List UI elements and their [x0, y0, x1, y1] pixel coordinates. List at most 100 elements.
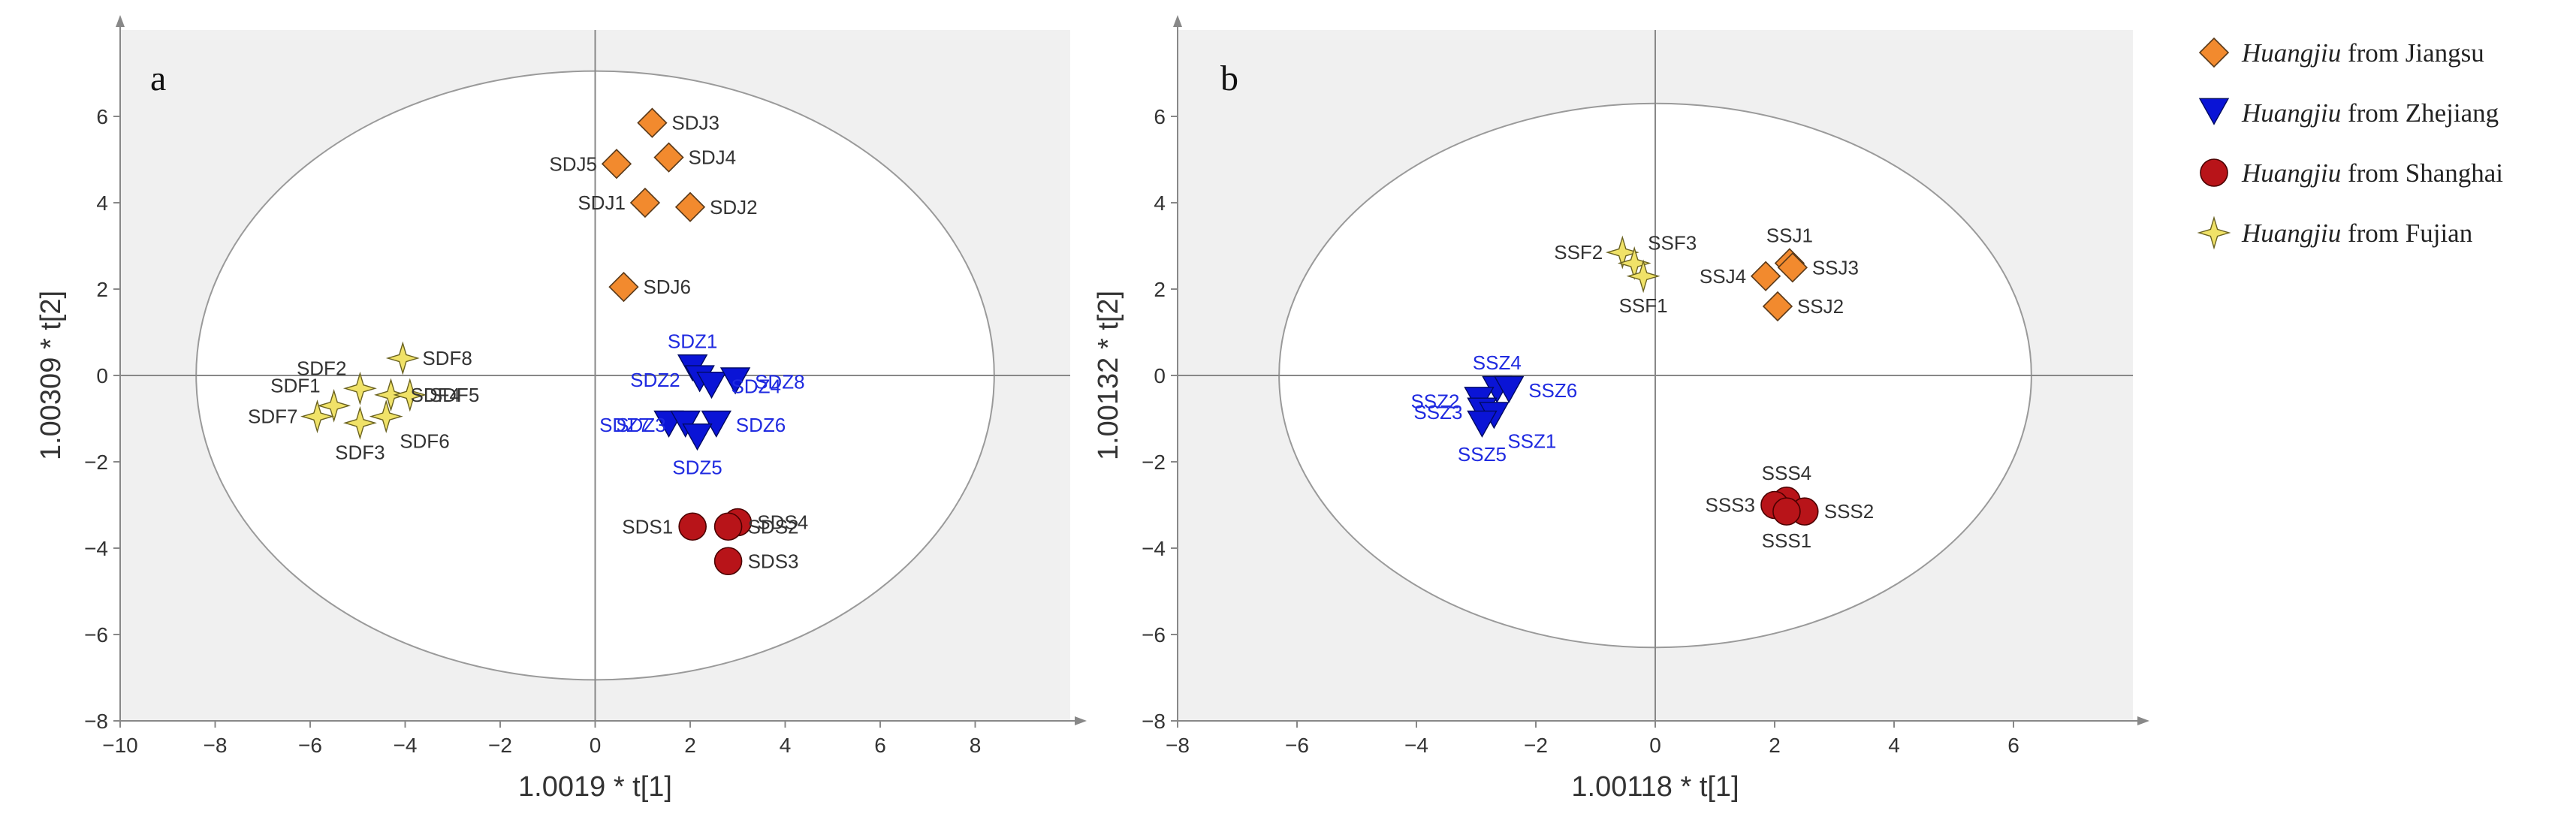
- label-sdj4: SDJ4: [689, 146, 737, 169]
- point-sdf3: [342, 405, 377, 440]
- panel-b-x-axis-title: 1.00118 * t[1]: [1571, 771, 1739, 803]
- panel-b-xtick-label: −4: [1404, 734, 1428, 757]
- label-sdz5: SDZ5: [672, 456, 722, 478]
- panel-a-ytick-label: 4: [96, 191, 108, 215]
- panel-a-ytick-label: −2: [84, 451, 108, 474]
- point-sdf6: [369, 399, 403, 434]
- label-ssj3: SSJ3: [1812, 256, 1859, 279]
- legend-jiangsu-marker: [2198, 37, 2230, 68]
- panel-b-ytick-label: −8: [1142, 710, 1166, 733]
- point-ssz5: [1467, 410, 1498, 438]
- label-ssj1: SSJ1: [1766, 225, 1813, 247]
- label-sdf6: SDF6: [400, 430, 449, 453]
- label-sdj3: SDJ3: [671, 112, 719, 134]
- legend: Huangjiu from Jiangsu Huangjiu from Zheji…: [2197, 37, 2503, 250]
- panel-a-xtick-label: −2: [488, 734, 512, 757]
- point-sdj5: [601, 149, 632, 179]
- label-ssj2: SSJ2: [1797, 295, 1844, 318]
- legend-fujian-label: Huangjiu from Fujian: [2241, 219, 2472, 248]
- panel-b-ytick-label: 6: [1154, 105, 1166, 128]
- point-sdf7: [300, 399, 334, 434]
- point-ssz6: [1494, 375, 1525, 403]
- panel-b-xtick-label: 4: [1888, 734, 1900, 757]
- legend-jiangsu-label: Huangjiu from Jiangsu: [2241, 38, 2484, 68]
- point-sdf5: [393, 378, 427, 412]
- panel-b-ytick-label: 4: [1154, 191, 1166, 215]
- point-sdf4: [374, 378, 408, 412]
- label-sss1: SSS1: [1762, 529, 1812, 552]
- panel-b-letter: b: [1220, 59, 1238, 98]
- panel-b-ytick-label: −2: [1142, 451, 1166, 474]
- panel-b-xtick-label: −6: [1285, 734, 1309, 757]
- panel-a-ytick-label: −6: [84, 623, 108, 647]
- panel-a-xtick-label: 0: [590, 734, 602, 757]
- panel-b-xtick-label: 6: [2007, 734, 2019, 757]
- point-sdz4: [696, 371, 727, 399]
- point-ssj3: [1777, 252, 1808, 283]
- label-sdz3: SDZ3: [616, 414, 665, 436]
- panel-a-x-axis-title: 1.0019 * t[1]: [518, 771, 672, 803]
- label-sds4: SDS4: [757, 511, 808, 534]
- panel-b-xtick-label: −8: [1166, 734, 1190, 757]
- point-ssj2: [1762, 291, 1793, 322]
- panel-b-xtick-label: 0: [1649, 734, 1661, 757]
- legend-rest-text: from Fujian: [2341, 219, 2472, 248]
- point-sdj6: [608, 271, 639, 303]
- panel-a-xtick-label: 2: [684, 734, 696, 757]
- panel-b-xtick-label: 2: [1769, 734, 1781, 757]
- panel-a-xtick-label: −6: [298, 734, 322, 757]
- panel-b-ytick-label: −6: [1142, 623, 1166, 647]
- label-sdj6: SDJ6: [643, 276, 691, 298]
- label-sdf1: SDF1: [270, 374, 320, 396]
- panel-a-y-axis-title: 1.00309 * t[2]: [35, 291, 67, 460]
- panel-a-ytick-label: 6: [96, 105, 108, 128]
- label-sdf7: SDF7: [248, 405, 297, 428]
- panel-a-ytick-label: −4: [84, 537, 108, 560]
- label-sdf8: SDF8: [422, 347, 472, 369]
- label-ssz2: SSZ2: [1410, 390, 1459, 413]
- panel-a-xtick-label: −10: [102, 734, 138, 757]
- panel-a-xtick-label: −4: [394, 734, 418, 757]
- point-sds2: [713, 512, 743, 541]
- point-sdj4: [653, 142, 684, 173]
- legend-shanghai-label: Huangjiu from Shanghai: [2241, 158, 2503, 188]
- panel-a-xtick-label: 4: [780, 734, 792, 757]
- label-ssf3: SSF3: [1648, 232, 1697, 255]
- legend-zhejiang-marker: [2198, 98, 2230, 125]
- label-sss3: SSS3: [1706, 494, 1756, 517]
- label-sdj2: SDJ2: [710, 196, 758, 219]
- point-sdz8: [719, 367, 751, 395]
- point-sdj1: [629, 187, 661, 219]
- label-sdz2: SDZ2: [630, 369, 680, 391]
- legend-rest-text: from Shanghai: [2341, 158, 2503, 188]
- legend-shanghai-marker: [2200, 158, 2228, 187]
- label-ssj4: SSJ4: [1700, 265, 1746, 288]
- point-sdz5: [682, 423, 713, 451]
- panel-b-ytick-label: −4: [1142, 537, 1166, 560]
- point-sds1: [678, 512, 707, 541]
- panel-b-ytick-label: 2: [1154, 278, 1166, 301]
- panel-a-y-arrow: [116, 15, 125, 27]
- point-sdf2: [342, 371, 377, 405]
- point-ssf2: [1605, 235, 1639, 270]
- point-sds3: [713, 547, 743, 576]
- label-ssf1: SSF1: [1619, 294, 1668, 317]
- panel-a-xtick-label: 6: [874, 734, 886, 757]
- legend-zhejiang-label: Huangjiu from Zhejiang: [2241, 98, 2499, 128]
- point-ssf1: [1626, 259, 1661, 294]
- point-sdf1: [317, 388, 351, 423]
- legend-italic-text: Huangjiu: [2241, 158, 2341, 188]
- panel-a-xtick-label: 8: [970, 734, 982, 757]
- label-ssz6: SSZ6: [1528, 379, 1577, 402]
- panel-b-ytick-label: 0: [1154, 364, 1166, 387]
- panel-a-x-arrow: [1075, 716, 1087, 725]
- label-sds3: SDS3: [748, 550, 799, 572]
- panel-b-x-arrow: [2137, 716, 2149, 725]
- panel-a-xtick-label: −8: [204, 734, 228, 757]
- label-sdz4: SDZ4: [731, 375, 780, 397]
- label-sdf2: SDF2: [297, 357, 346, 379]
- panel-a-ytick-label: 2: [96, 278, 108, 301]
- point-ssj4: [1750, 261, 1781, 291]
